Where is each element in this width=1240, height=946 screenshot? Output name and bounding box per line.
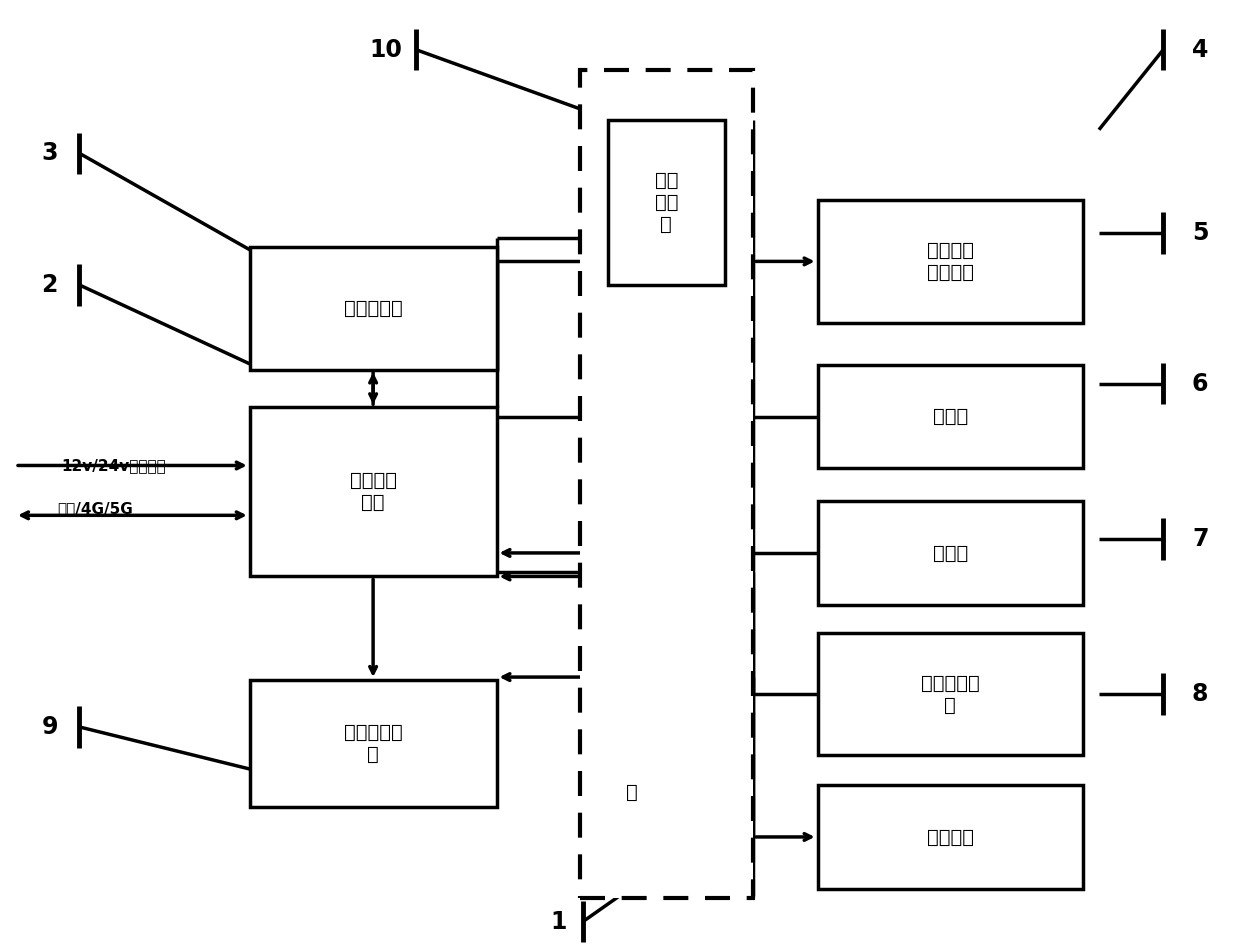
Text: 6: 6	[1192, 372, 1209, 395]
Text: 3: 3	[41, 141, 58, 166]
Bar	[817, 201, 1083, 323]
Text: 拾音器: 拾音器	[932, 543, 968, 563]
Text: 指纹识别模
块: 指纹识别模 块	[921, 674, 980, 714]
Text: 自动
开门
器: 自动 开门 器	[655, 171, 678, 234]
Bar	[817, 365, 1083, 468]
Text: 1: 1	[551, 910, 567, 934]
Text: 2: 2	[41, 272, 58, 297]
Text: 智能主控
单元: 智能主控 单元	[350, 471, 397, 513]
Bar	[817, 501, 1083, 604]
Text: 4: 4	[1192, 38, 1208, 61]
Bar	[249, 680, 496, 807]
Text: 红外人体
感应单元: 红外人体 感应单元	[926, 241, 973, 282]
Bar	[249, 247, 496, 370]
Text: 8: 8	[1192, 682, 1209, 706]
Text: 10: 10	[370, 38, 402, 61]
Text: 宽带/4G/5G: 宽带/4G/5G	[57, 501, 133, 517]
Text: 5: 5	[1192, 221, 1209, 245]
Text: 7: 7	[1192, 527, 1209, 551]
Text: 摄像头: 摄像头	[932, 407, 968, 426]
Bar	[249, 407, 496, 576]
Text: 触控显示屏: 触控显示屏	[343, 299, 403, 318]
Text: 9: 9	[41, 715, 58, 739]
Text: 锁体驱动单
元: 锁体驱动单 元	[343, 723, 403, 763]
Text: 门: 门	[626, 783, 639, 802]
Bar	[817, 785, 1083, 888]
Bar	[580, 71, 754, 898]
Bar	[817, 633, 1083, 755]
Bar	[608, 120, 725, 285]
Text: 喇叭单元: 喇叭单元	[926, 828, 973, 847]
Text: 12v/24v直流电源: 12v/24v直流电源	[62, 458, 166, 473]
